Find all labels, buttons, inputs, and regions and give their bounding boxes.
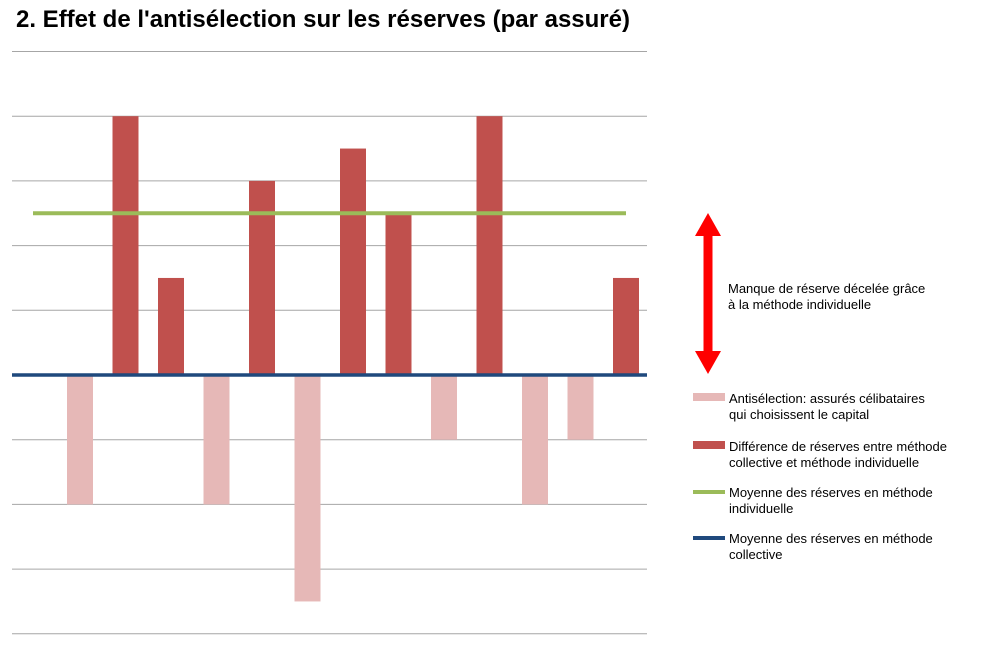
legend-label-line1: Différence de réserves entre méthode <box>729 439 947 454</box>
annotation-arrow-head-top <box>695 213 721 236</box>
legend-item-antiselection: Antisélection: assurés célibataires qui … <box>693 391 925 422</box>
annotation: Manque de réserve décelée grâce à la mét… <box>695 213 925 374</box>
bar-antiselection <box>431 375 457 440</box>
bar-antiselection <box>203 375 230 505</box>
legend-label-line2: collective et méthode individuelle <box>729 455 919 470</box>
bar-difference <box>158 277 184 375</box>
gridlines <box>12 51 647 635</box>
legend-label-line1: Moyenne des réserves en méthode <box>729 531 933 546</box>
legend-swatch-antiselection <box>693 393 725 401</box>
reference-lines <box>12 211 647 377</box>
bar-difference <box>340 148 366 375</box>
annotation-text-line1: Manque de réserve décelée grâce <box>728 281 925 296</box>
bar-difference <box>476 116 503 375</box>
legend-label-line2: collective <box>729 547 782 562</box>
bar-antiselection <box>567 375 594 440</box>
bar-difference <box>385 213 412 375</box>
legend-swatch-moyenne-collective <box>693 536 725 540</box>
bar-antiselection <box>67 375 93 505</box>
bar-difference <box>112 116 139 375</box>
legend: Antisélection: assurés célibataires qui … <box>693 391 947 562</box>
legend-item-moyenne-individuelle: Moyenne des réserves en méthode individu… <box>693 485 933 516</box>
legend-swatch-difference <box>693 441 725 449</box>
legend-label-line1: Antisélection: assurés célibataires <box>729 391 925 406</box>
bars-group <box>67 116 639 602</box>
bar-difference <box>613 277 639 375</box>
legend-label-line2: qui choisissent le capital <box>729 407 869 422</box>
legend-label-line2: individuelle <box>729 501 793 516</box>
chart-title: 2. Effet de l'antisélection sur les rése… <box>16 6 630 33</box>
legend-item-difference: Différence de réserves entre méthode col… <box>693 439 947 470</box>
annotation-text-line2: à la méthode individuelle <box>728 297 871 312</box>
annotation-arrow-head-bottom <box>695 351 721 374</box>
bar-antiselection <box>294 375 321 602</box>
legend-item-moyenne-collective: Moyenne des réserves en méthode collecti… <box>693 531 933 562</box>
legend-swatch-moyenne-individuelle <box>693 490 725 494</box>
legend-label-line1: Moyenne des réserves en méthode <box>729 485 933 500</box>
bar-difference <box>249 180 275 375</box>
bar-antiselection <box>522 375 548 505</box>
